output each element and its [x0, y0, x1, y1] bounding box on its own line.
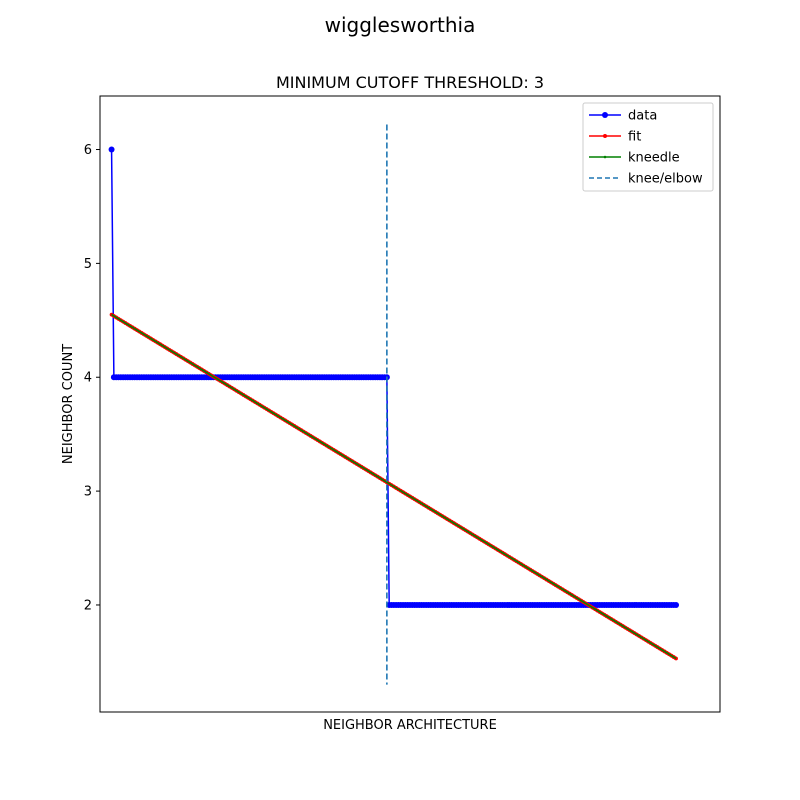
data-point: [673, 601, 680, 608]
y-axis-label: NEIGHBOR COUNT: [61, 344, 76, 464]
legend-marker: [603, 155, 607, 159]
y-tick-label: 4: [84, 371, 92, 386]
data-point: [108, 146, 115, 153]
y-tick-label: 5: [84, 257, 92, 272]
legend: data fit kneedle knee/elbow: [582, 102, 714, 192]
y-tick-label: 6: [84, 143, 92, 158]
plot-area: [108, 124, 680, 685]
data-series-markers: [108, 146, 680, 608]
legend-label: data: [628, 109, 657, 124]
chart-title: MINIMUM CUTOFF THRESHOLD: 3: [276, 73, 544, 92]
legend-label: fit: [628, 130, 641, 145]
axes-frame: [99, 95, 721, 713]
legend-label: kneedle: [628, 151, 680, 166]
y-axis-ticks: 2 3 4 5 6: [84, 143, 100, 613]
legend-box: [582, 102, 714, 192]
y-tick-label: 2: [84, 598, 92, 613]
legend-label: knee/elbow: [628, 172, 703, 187]
chart-suptitle: wigglesworthia: [325, 13, 476, 37]
legend-marker: [602, 112, 608, 118]
kneedle-series-line: [111, 313, 677, 660]
y-tick-label: 3: [84, 485, 92, 500]
x-axis-label: NEIGHBOR ARCHITECTURE: [323, 718, 497, 733]
legend-marker: [603, 134, 607, 138]
